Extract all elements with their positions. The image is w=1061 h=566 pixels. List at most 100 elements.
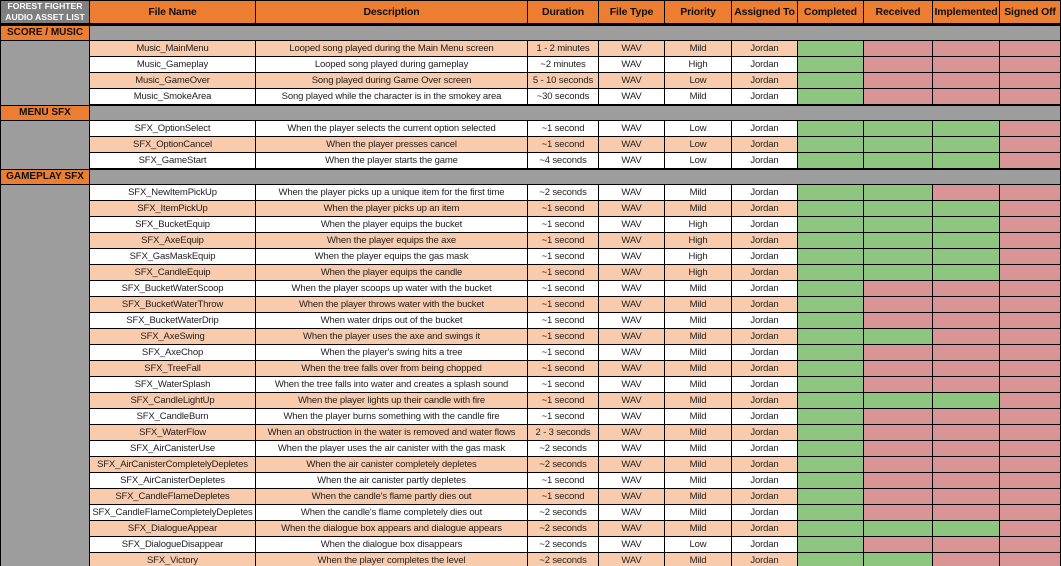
cell-completed-status[interactable] bbox=[798, 505, 864, 521]
cell-description[interactable]: When the player equips the gas mask bbox=[256, 249, 528, 265]
cell-completed-status[interactable] bbox=[798, 473, 864, 489]
cell-signed-off-status[interactable] bbox=[1000, 297, 1061, 313]
cell-assigned-to[interactable]: Jordan bbox=[732, 265, 798, 281]
cell-file-type[interactable]: WAV bbox=[599, 553, 665, 566]
cell-file-name[interactable]: SFX_BucketWaterDrip bbox=[90, 313, 256, 329]
cell-duration[interactable]: ~1 second bbox=[528, 329, 599, 345]
cell-duration[interactable]: ~1 second bbox=[528, 313, 599, 329]
cell-assigned-to[interactable]: Jordan bbox=[732, 457, 798, 473]
cell-received-status[interactable] bbox=[864, 425, 933, 441]
cell-completed-status[interactable] bbox=[798, 233, 864, 249]
cell-file-name[interactable]: SFX_GasMaskEquip bbox=[90, 249, 256, 265]
cell-duration[interactable]: ~2 seconds bbox=[528, 457, 599, 473]
cell-file-name[interactable]: SFX_GameStart bbox=[90, 153, 256, 169]
cell-description[interactable]: When the player uses the axe and swings … bbox=[256, 329, 528, 345]
cell-received-status[interactable] bbox=[864, 137, 933, 153]
cell-signed-off-status[interactable] bbox=[1000, 73, 1061, 89]
cell-description[interactable]: Looped song played during gameplay bbox=[256, 57, 528, 73]
cell-file-type[interactable]: WAV bbox=[599, 377, 665, 393]
cell-file-type[interactable]: WAV bbox=[599, 249, 665, 265]
cell-assigned-to[interactable]: Jordan bbox=[732, 41, 798, 57]
cell-completed-status[interactable] bbox=[798, 297, 864, 313]
cell-completed-status[interactable] bbox=[798, 409, 864, 425]
cell-received-status[interactable] bbox=[864, 393, 933, 409]
cell-priority[interactable]: Mild bbox=[665, 489, 732, 505]
cell-file-type[interactable]: WAV bbox=[599, 473, 665, 489]
cell-completed-status[interactable] bbox=[798, 537, 864, 553]
cell-file-type[interactable]: WAV bbox=[599, 457, 665, 473]
cell-description[interactable]: When the player uses the air canister wi… bbox=[256, 441, 528, 457]
cell-duration[interactable]: ~4 seconds bbox=[528, 153, 599, 169]
cell-priority[interactable]: Mild bbox=[665, 345, 732, 361]
cell-file-type[interactable]: WAV bbox=[599, 57, 665, 73]
cell-duration[interactable]: ~2 seconds bbox=[528, 441, 599, 457]
cell-assigned-to[interactable]: Jordan bbox=[732, 137, 798, 153]
cell-received-status[interactable] bbox=[864, 361, 933, 377]
cell-description[interactable]: When the player's swing hits a tree bbox=[256, 345, 528, 361]
cell-duration[interactable]: ~1 second bbox=[528, 249, 599, 265]
cell-priority[interactable]: Mild bbox=[665, 393, 732, 409]
cell-completed-status[interactable] bbox=[798, 489, 864, 505]
cell-duration[interactable]: ~1 second bbox=[528, 361, 599, 377]
cell-assigned-to[interactable]: Jordan bbox=[732, 233, 798, 249]
cell-duration[interactable]: ~1 second bbox=[528, 345, 599, 361]
cell-completed-status[interactable] bbox=[798, 329, 864, 345]
cell-signed-off-status[interactable] bbox=[1000, 537, 1061, 553]
cell-completed-status[interactable] bbox=[798, 281, 864, 297]
cell-completed-status[interactable] bbox=[798, 457, 864, 473]
cell-implemented-status[interactable] bbox=[933, 41, 1000, 57]
cell-file-type[interactable]: WAV bbox=[599, 425, 665, 441]
cell-signed-off-status[interactable] bbox=[1000, 329, 1061, 345]
cell-assigned-to[interactable]: Jordan bbox=[732, 201, 798, 217]
cell-assigned-to[interactable]: Jordan bbox=[732, 249, 798, 265]
cell-signed-off-status[interactable] bbox=[1000, 457, 1061, 473]
cell-file-type[interactable]: WAV bbox=[599, 361, 665, 377]
cell-completed-status[interactable] bbox=[798, 265, 864, 281]
cell-duration[interactable]: ~2 minutes bbox=[528, 57, 599, 73]
cell-received-status[interactable] bbox=[864, 73, 933, 89]
cell-completed-status[interactable] bbox=[798, 73, 864, 89]
cell-signed-off-status[interactable] bbox=[1000, 265, 1061, 281]
cell-assigned-to[interactable]: Jordan bbox=[732, 505, 798, 521]
cell-priority[interactable]: Mild bbox=[665, 329, 732, 345]
cell-completed-status[interactable] bbox=[798, 153, 864, 169]
cell-received-status[interactable] bbox=[864, 505, 933, 521]
cell-priority[interactable]: Mild bbox=[665, 297, 732, 313]
cell-completed-status[interactable] bbox=[798, 345, 864, 361]
cell-implemented-status[interactable] bbox=[933, 457, 1000, 473]
cell-duration[interactable]: ~1 second bbox=[528, 409, 599, 425]
cell-file-name[interactable]: SFX_BucketWaterThrow bbox=[90, 297, 256, 313]
cell-assigned-to[interactable]: Jordan bbox=[732, 73, 798, 89]
cell-signed-off-status[interactable] bbox=[1000, 473, 1061, 489]
cell-assigned-to[interactable]: Jordan bbox=[732, 329, 798, 345]
cell-received-status[interactable] bbox=[864, 473, 933, 489]
cell-priority[interactable]: Mild bbox=[665, 41, 732, 57]
cell-priority[interactable]: Low bbox=[665, 153, 732, 169]
cell-description[interactable]: When the player picks up an item bbox=[256, 201, 528, 217]
cell-description[interactable]: When the player lights up their candle w… bbox=[256, 393, 528, 409]
cell-duration[interactable]: ~1 second bbox=[528, 473, 599, 489]
cell-duration[interactable]: ~30 seconds bbox=[528, 89, 599, 105]
cell-assigned-to[interactable]: Jordan bbox=[732, 121, 798, 137]
cell-description[interactable]: When the candle's flame completely dies … bbox=[256, 505, 528, 521]
cell-file-type[interactable]: WAV bbox=[599, 73, 665, 89]
cell-description[interactable]: When the player completes the level bbox=[256, 553, 528, 566]
cell-description[interactable]: Song played while the character is in th… bbox=[256, 89, 528, 105]
cell-assigned-to[interactable]: Jordan bbox=[732, 217, 798, 233]
cell-duration[interactable]: ~1 second bbox=[528, 297, 599, 313]
cell-priority[interactable]: Mild bbox=[665, 185, 732, 201]
cell-file-name[interactable]: SFX_NewItemPickUp bbox=[90, 185, 256, 201]
cell-file-name[interactable]: SFX_AirCanisterUse bbox=[90, 441, 256, 457]
cell-file-type[interactable]: WAV bbox=[599, 217, 665, 233]
cell-description[interactable]: Song played during Game Over screen bbox=[256, 73, 528, 89]
cell-implemented-status[interactable] bbox=[933, 505, 1000, 521]
cell-signed-off-status[interactable] bbox=[1000, 89, 1061, 105]
cell-implemented-status[interactable] bbox=[933, 313, 1000, 329]
cell-file-type[interactable]: WAV bbox=[599, 201, 665, 217]
cell-implemented-status[interactable] bbox=[933, 57, 1000, 73]
cell-completed-status[interactable] bbox=[798, 89, 864, 105]
cell-signed-off-status[interactable] bbox=[1000, 441, 1061, 457]
cell-priority[interactable]: Mild bbox=[665, 89, 732, 105]
cell-assigned-to[interactable]: Jordan bbox=[732, 441, 798, 457]
cell-priority[interactable]: Mild bbox=[665, 201, 732, 217]
